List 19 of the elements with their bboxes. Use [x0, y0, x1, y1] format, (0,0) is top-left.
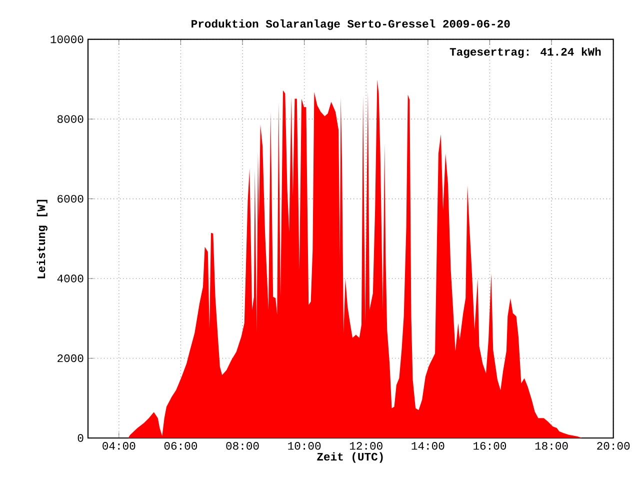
y-tick-label: 2000 [58, 354, 84, 362]
y-axis-title: Leistung [W] [36, 200, 48, 278]
y-tick-label: 8000 [57, 115, 84, 123]
x-tick-label: 14:00 [412, 442, 444, 450]
x-tick-label: 04:00 [102, 442, 136, 450]
annotation: Tagesertrag: 41.24 kWh [450, 47, 601, 58]
x-tick-label: 16:00 [474, 442, 506, 450]
x-axis-title: Zeit (UTC) [317, 452, 383, 463]
x-tick-label: 08:00 [226, 442, 259, 450]
y-tick-label: 6000 [58, 194, 84, 203]
y-tick-label: 4000 [57, 274, 84, 282]
y-tick-label: 10000 [50, 35, 84, 44]
x-tick-label: 06:00 [164, 442, 198, 450]
y-tick-label: 0 [78, 434, 84, 442]
chart-title: Produktion Solaranlage Serto-Gressel 2009-06-20 [192, 19, 510, 30]
x-tick-label: 18:00 [535, 442, 568, 450]
x-tick-label: 10:00 [288, 442, 321, 450]
x-tick-label: 20:00 [597, 442, 630, 450]
x-tick-label: 12:00 [350, 442, 382, 450]
